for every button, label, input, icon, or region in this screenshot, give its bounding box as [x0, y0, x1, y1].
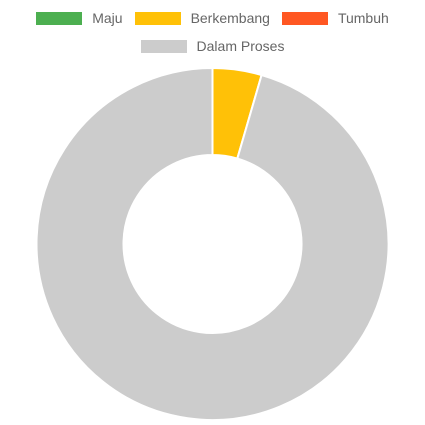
- chart-legend: Maju Berkembang Tumbuh: [0, 11, 425, 25]
- legend-label-dalam-proses: Dalam Proses: [196, 38, 285, 54]
- legend-label-tumbuh: Tumbuh: [337, 10, 389, 26]
- donut-slice-dalam-proses[interactable]: [35, 66, 390, 421]
- legend-item-berkembang[interactable]: Berkembang: [134, 10, 270, 26]
- legend-item-dalam-proses[interactable]: Dalam Proses: [140, 38, 285, 54]
- legend-item-tumbuh[interactable]: Tumbuh: [281, 10, 389, 26]
- chart-legend-row-2: Dalam Proses: [0, 39, 425, 53]
- legend-swatch-tumbuh: [281, 11, 328, 25]
- legend-label-maju: Maju: [92, 10, 123, 26]
- legend-swatch-maju: [36, 11, 83, 25]
- legend-swatch-berkembang: [134, 11, 181, 25]
- legend-swatch-dalam-proses: [140, 39, 187, 53]
- legend-item-maju[interactable]: Maju: [36, 10, 123, 26]
- legend-label-berkembang: Berkembang: [190, 10, 270, 26]
